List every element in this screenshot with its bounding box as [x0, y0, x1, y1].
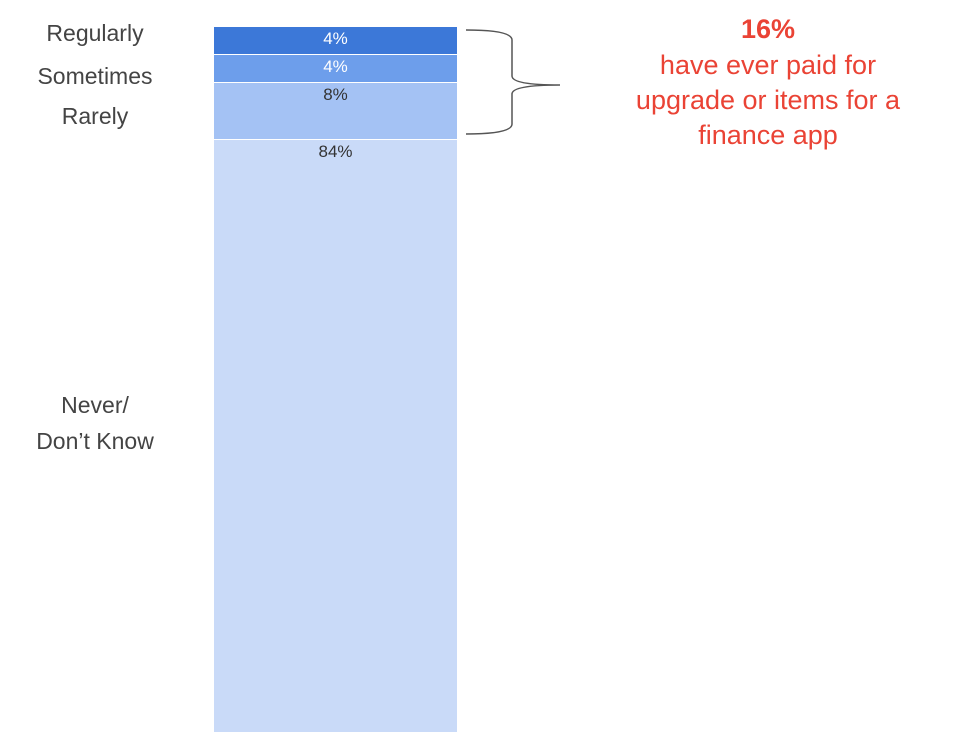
- category-label: Never/ Don’t Know: [36, 392, 154, 454]
- annotation-headline: 16%: [740, 14, 796, 44]
- value-label: 4%: [323, 29, 348, 48]
- category-label: Sometimes: [37, 63, 153, 89]
- category-label: Rarely: [61, 103, 129, 129]
- value-label: 84%: [318, 141, 353, 161]
- category-label: Regularly: [46, 20, 144, 46]
- bracket: [465, 29, 561, 135]
- bar-segment: [214, 55, 457, 84]
- bar-segment: [214, 139, 457, 732]
- annotation-text: have ever paid for upgrade or items for …: [635, 50, 901, 150]
- bar-segment: [214, 27, 457, 56]
- value-label: 4%: [323, 57, 348, 77]
- bar-segment: [214, 83, 457, 140]
- value-label: 8%: [323, 85, 348, 105]
